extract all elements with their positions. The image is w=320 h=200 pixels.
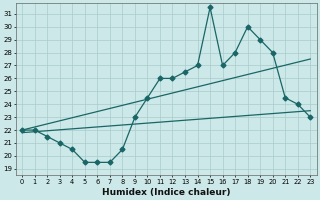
X-axis label: Humidex (Indice chaleur): Humidex (Indice chaleur) [102,188,230,197]
